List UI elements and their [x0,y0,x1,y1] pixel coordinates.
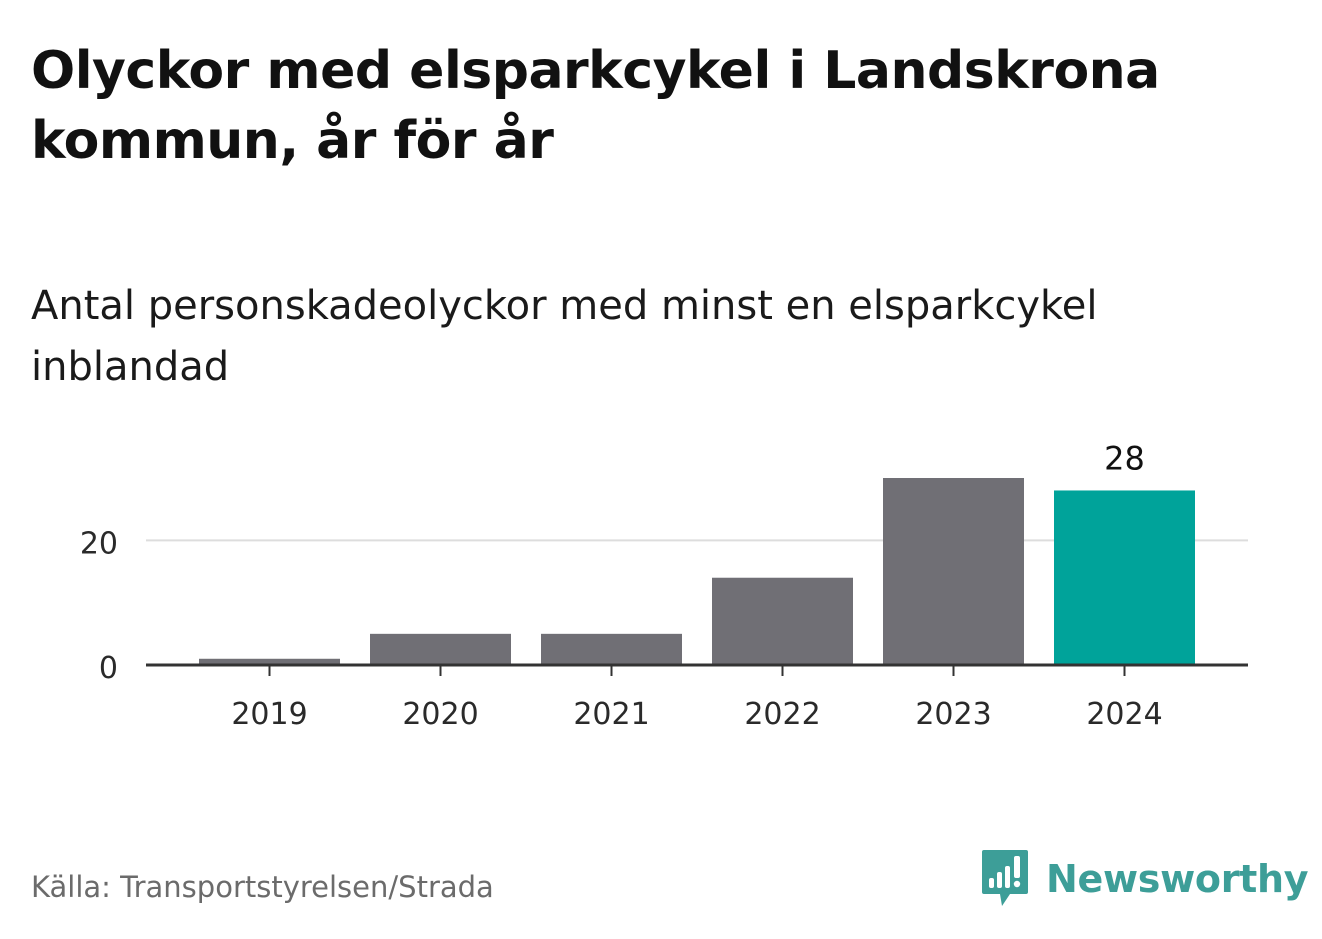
chart-subtitle: Antal personskadeolyckor med minst en el… [31,283,1098,390]
bar-layer [199,478,1195,665]
x-tick-label: 2020 [402,697,478,732]
bar-chart: 0 20 2019 2020 2021 2022 2023 2024 28 [80,439,1248,732]
chart-title: Olyckor med elsparkcykel i Landskrona ko… [31,41,1160,171]
x-tick-label: 2024 [1086,697,1162,732]
bar-2022 [712,577,853,665]
bar-2019 [199,658,340,665]
newsworthy-logo-icon [982,850,1028,906]
x-tick-label: 2022 [744,697,820,732]
bar-2020 [370,633,511,665]
axis-layer [146,663,1248,676]
x-tick-label: 2023 [915,697,991,732]
y-tick-label: 0 [99,651,118,686]
bar-2024 [1054,490,1195,665]
data-label-2024: 28 [1104,439,1145,477]
brand[interactable]: Newsworthy [980,848,1309,910]
source-note: Källa: Transportstyrelsen/Strada [31,870,494,904]
x-tick-label: 2021 [573,697,649,732]
x-tick-label: 2019 [231,697,307,732]
label-layer: 0 20 2019 2020 2021 2022 2023 2024 28 [80,439,1163,732]
bar-2023 [883,478,1024,665]
y-tick-label: 20 [80,526,118,561]
bar-2021 [541,633,682,665]
brand-name: Newsworthy [1046,857,1309,901]
